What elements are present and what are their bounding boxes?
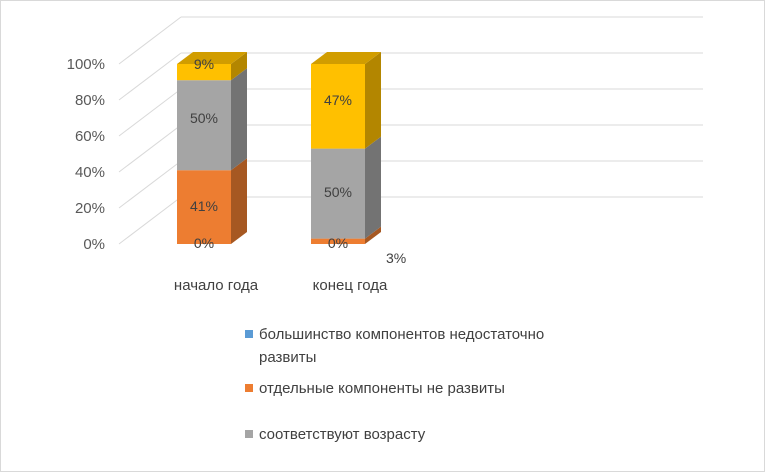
- data-label: 3%: [386, 250, 406, 266]
- bar-segment: [177, 170, 231, 244]
- category-label: конец года: [313, 277, 388, 294]
- gridline-depth: [118, 52, 182, 101]
- bar-segment: [311, 148, 365, 239]
- data-label: 50%: [190, 110, 218, 126]
- data-label: 0%: [194, 235, 214, 251]
- y-tick-label: 0%: [83, 236, 105, 253]
- y-tick-label: 100%: [67, 56, 105, 73]
- legend-swatch-series-2: [245, 384, 253, 392]
- legend-label-series-1: большинство компонентов недостаточно раз…: [259, 326, 545, 366]
- legend-item-series-1: большинство компонентов недостаточно раз…: [245, 323, 575, 369]
- data-label: 41%: [190, 198, 218, 214]
- y-tick-label: 80%: [75, 92, 105, 109]
- data-label: 9%: [194, 56, 214, 72]
- legend: большинство компонентов недостаточно раз…: [245, 323, 575, 454]
- category-label: начало года: [174, 277, 259, 294]
- legend-item-series-3: соответствуют возрасту: [245, 423, 575, 446]
- legend-label-series-2: отдельные компоненты не развиты: [259, 380, 505, 397]
- gridline-depth: [118, 160, 182, 209]
- bar-segment: [311, 238, 365, 244]
- y-tick-label: 60%: [75, 128, 105, 145]
- legend-label-series-3: соответствуют возрасту: [259, 426, 426, 443]
- bar-side: [365, 226, 381, 244]
- gridline-depth: [118, 88, 182, 137]
- y-tick-label: 20%: [75, 200, 105, 217]
- bar-side: [231, 68, 247, 171]
- bar-segment: [311, 64, 365, 149]
- bar-segment: [177, 80, 231, 171]
- bar-top: [311, 52, 381, 64]
- bar-side: [365, 136, 381, 239]
- data-label: 50%: [324, 184, 352, 200]
- bar-top: [177, 52, 247, 64]
- bar-side: [231, 52, 247, 81]
- gridline-depth: [118, 16, 182, 65]
- gridline-depth: [118, 124, 182, 173]
- bar-side: [365, 52, 381, 149]
- y-tick-label: 40%: [75, 164, 105, 181]
- legend-swatch-series-3: [245, 430, 253, 438]
- bar-segment: [177, 64, 231, 81]
- data-label: 0%: [328, 235, 348, 251]
- bar-side: [231, 158, 247, 244]
- legend-item-series-2: отдельные компоненты не развиты: [245, 377, 575, 400]
- legend-swatch-series-1: [245, 330, 253, 338]
- data-label: 47%: [324, 92, 352, 108]
- gridline-depth: [118, 196, 182, 245]
